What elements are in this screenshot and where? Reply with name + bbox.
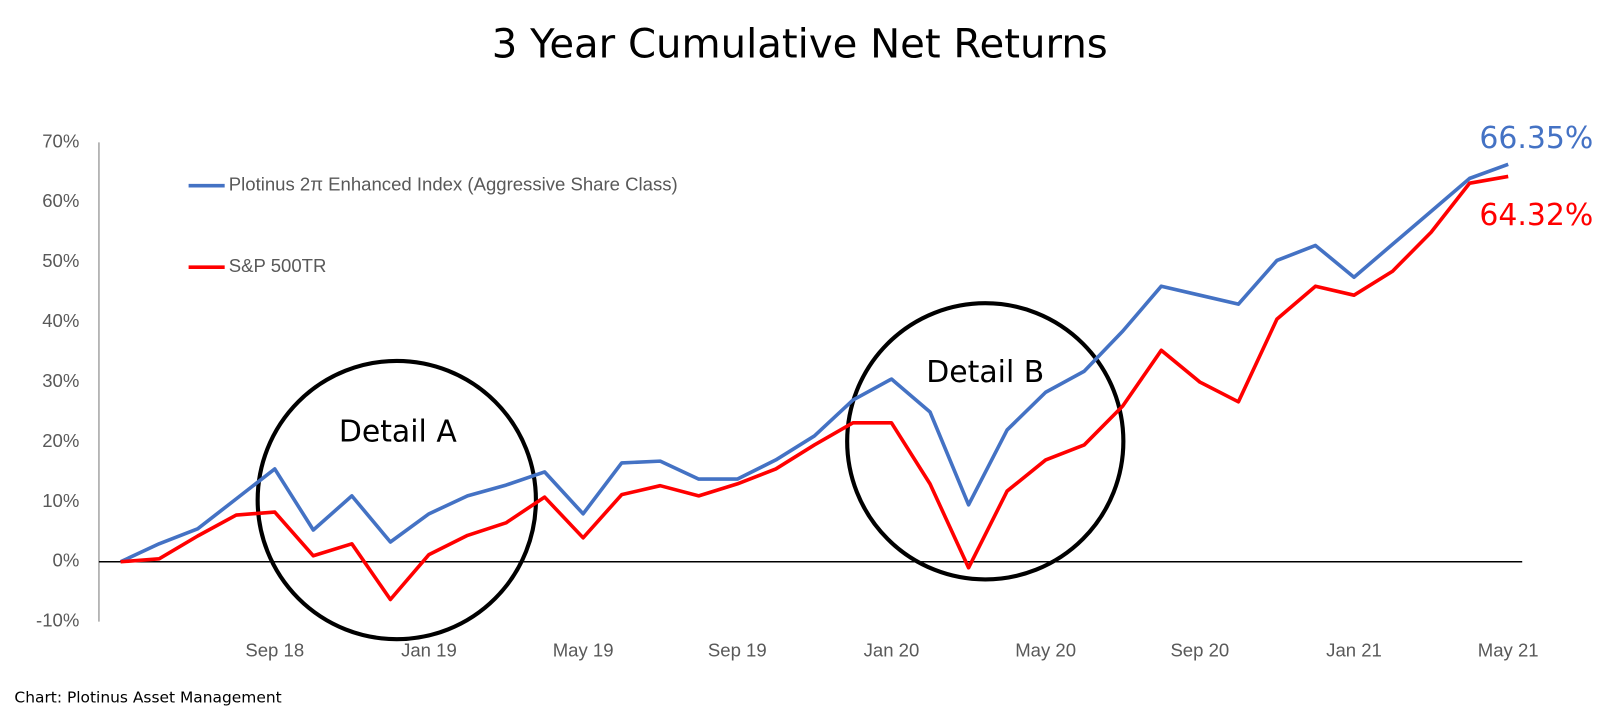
y-tick-label: -10% — [36, 610, 79, 631]
detail-circle — [255, 358, 538, 642]
x-tick-label: Sep 20 — [1170, 639, 1229, 660]
x-tick-label: Jan 19 — [401, 639, 457, 660]
y-tick-label: 20% — [42, 430, 79, 451]
y-tick-label: 40% — [42, 310, 79, 331]
legend-label: Plotinus 2π Enhanced Index (Aggressive S… — [229, 174, 678, 195]
detail-circle — [845, 301, 1126, 582]
x-tick-label: May 21 — [1478, 639, 1539, 660]
annotation: Detail B — [926, 355, 1044, 390]
source-note: Chart: Plotinus Asset Management — [14, 688, 281, 706]
y-tick-label: 10% — [42, 490, 79, 511]
y-tick-label: 50% — [42, 250, 79, 271]
legend-label: S&P 500TR — [229, 255, 327, 276]
y-tick-label: 30% — [42, 370, 79, 391]
x-tick-label: May 20 — [1015, 639, 1076, 660]
x-tick-label: Sep 18 — [245, 639, 304, 660]
value-label: 66.35% — [1479, 121, 1593, 156]
annotation: Detail A — [339, 415, 458, 450]
y-tick-label: 70% — [42, 130, 79, 151]
x-tick-label: Sep 19 — [708, 639, 767, 660]
x-tick-label: May 19 — [553, 639, 614, 660]
chart-title: 3 Year Cumulative Net Returns — [492, 22, 1108, 68]
y-tick-label: 0% — [53, 550, 80, 571]
value-label: 64.32% — [1479, 198, 1593, 233]
data-line — [120, 174, 1509, 602]
y-tick-label: 60% — [42, 190, 79, 211]
data-line — [119, 162, 1509, 564]
x-tick-label: Jan 21 — [1326, 639, 1382, 660]
x-tick-label: Jan 20 — [864, 639, 920, 660]
